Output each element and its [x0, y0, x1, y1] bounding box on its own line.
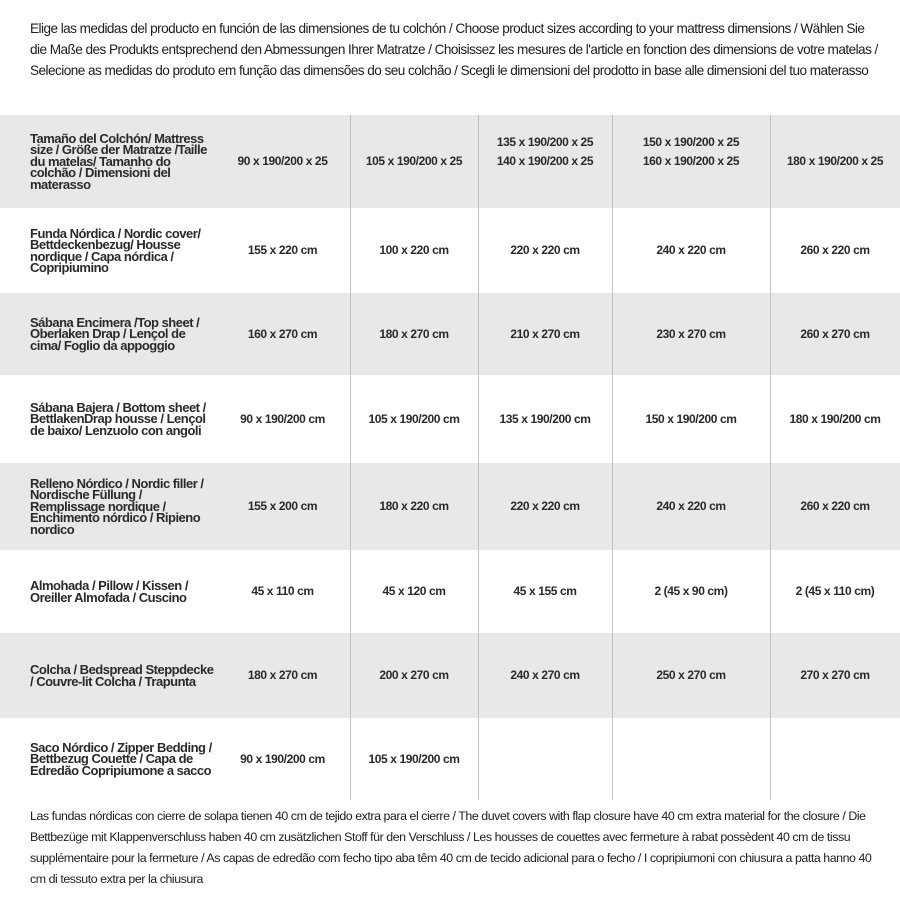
size-table: Tamaño del Colchón/ Mattress size / Größ…: [0, 115, 900, 800]
table-cell: 230 x 270 cm: [656, 326, 726, 341]
table-cell: 45 x 110 cm: [251, 584, 314, 598]
table-row: Funda Nórdica / Nordic cover/ Bettdecken…: [0, 208, 900, 293]
table-cell: 155 x 200 cm: [247, 499, 318, 513]
table-cell: 210 x 270 cm: [510, 326, 580, 341]
table-header-row: Tamaño del Colchón/ Mattress size / Größ…: [0, 115, 900, 208]
table-cell: 155 x 220 cm: [247, 243, 318, 257]
header-cell: 135 x 190/200 x 25 140 x 190/200 x 25: [496, 134, 594, 168]
row-label: Colcha / Bedspread Steppdecke / Couvre-l…: [30, 662, 214, 689]
table-cell: 220 x 220 cm: [510, 243, 580, 257]
table-row: Sábana Bajera / Bottom sheet / Bettlaken…: [0, 375, 900, 463]
table-cell: 200 x 270 cm: [379, 668, 449, 682]
row-label: Sábana Bajera / Bottom sheet / Bettlaken…: [30, 399, 206, 438]
table-cell: 105 x 190/200 cm: [368, 411, 460, 426]
table-cell: 135 x 190/200 cm: [499, 411, 591, 426]
table-cell: 180 x 220 cm: [379, 499, 449, 513]
table-cell: 250 x 270 cm: [656, 668, 726, 682]
table-cell: 270 x 270 cm: [800, 668, 870, 682]
table-cell: 180 x 270 cm: [247, 668, 318, 682]
table-cell: 240 x 220 cm: [656, 499, 726, 513]
table-cell: 2 (45 x 90 cm): [654, 584, 728, 598]
table-row: Colcha / Bedspread Steppdecke / Couvre-l…: [0, 633, 900, 718]
row-label: Funda Nórdica / Nordic cover/ Bettdecken…: [30, 225, 201, 275]
row-label: Relleno Nórdico / Nordic filler / Nordis…: [30, 475, 204, 537]
table-cell: 180 x 190/200 cm: [789, 411, 881, 426]
column-divider: [350, 115, 351, 800]
column-divider: [770, 115, 771, 800]
table-cell: 260 x 220 cm: [800, 499, 870, 513]
table-cell: 240 x 270 cm: [510, 668, 580, 682]
header-cell: 105 x 190/200 x 25: [365, 154, 463, 168]
table-cell: 180 x 270 cm: [379, 326, 449, 341]
table-row: Relleno Nórdico / Nordic filler / Nordis…: [0, 463, 900, 550]
table-cell: 105 x 190/200 cm: [368, 751, 460, 766]
table-cell: 2 (45 x 110 cm): [795, 584, 875, 598]
table-cell: 260 x 270 cm: [800, 326, 870, 341]
row-label: Almohada / Pillow / Kissen / Oreiller Al…: [30, 578, 188, 605]
table-row: Saco Nórdico / Zipper Bedding / Bettbezu…: [0, 718, 900, 800]
table-cell: 45 x 155 cm: [513, 584, 577, 598]
row-label: Sábana Encimera /Top sheet / Oberlaken D…: [30, 314, 200, 353]
header-cell: 150 x 190/200 x 25 160 x 190/200 x 25: [642, 134, 740, 168]
table-cell: 240 x 220 cm: [656, 243, 726, 257]
table-row: Sábana Encimera /Top sheet / Oberlaken D…: [0, 293, 900, 375]
table-cell: 150 x 190/200 cm: [645, 411, 737, 426]
table-row: Almohada / Pillow / Kissen / Oreiller Al…: [0, 550, 900, 633]
table-cell: 220 x 220 cm: [510, 499, 580, 513]
row-label: Saco Nórdico / Zipper Bedding / Bettbezu…: [30, 739, 212, 778]
table-cell: 100 x 220 cm: [379, 243, 449, 257]
intro-text: Elige las medidas del producto en funció…: [30, 21, 878, 78]
column-divider: [612, 115, 613, 800]
table-cell: 90 x 190/200 cm: [240, 411, 325, 426]
header-cell: 180 x 190/200 x 25: [786, 154, 884, 168]
footer-note: Las fundas nórdicas con cierre de solapa…: [30, 809, 872, 886]
table-cell: 160 x 270 cm: [247, 326, 318, 341]
column-divider: [478, 115, 479, 800]
header-cell: 90 x 190/200 x 25: [237, 154, 328, 168]
row-label: Tamaño del Colchón/ Mattress size / Größ…: [30, 130, 207, 192]
table-cell: 45 x 120 cm: [382, 584, 446, 598]
table-cell: 260 x 220 cm: [800, 243, 870, 257]
table-cell: 90 x 190/200 cm: [240, 751, 325, 766]
